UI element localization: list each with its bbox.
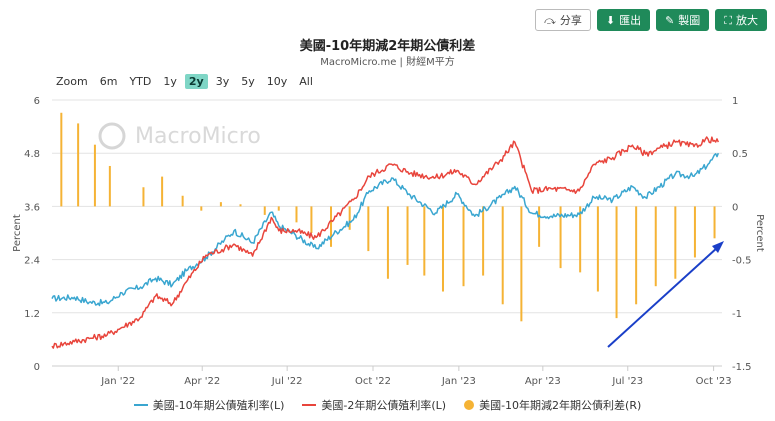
range-6m[interactable]: 6m (99, 75, 118, 88)
series-10y-yield-line (51, 152, 720, 307)
left-tick-label: 4.8 (24, 149, 40, 160)
spread-bar (93, 144, 96, 207)
spread-bar (330, 206, 333, 247)
spread-bar (77, 123, 80, 207)
spread-bar (60, 112, 63, 207)
spread-bar (520, 206, 523, 322)
download-icon: ⬇ (605, 13, 616, 27)
legend-item[interactable]: 美國-10年期公債殖利率(L) (133, 397, 285, 413)
x-tick-label: Apr '22 (184, 376, 220, 387)
spread-bar (161, 176, 164, 207)
range-all[interactable]: All (299, 75, 313, 88)
legend-swatch (133, 404, 148, 406)
left-tick-label: 0 (34, 362, 40, 373)
x-tick-label: Jul '22 (271, 376, 303, 387)
spread-bar (559, 206, 562, 269)
x-tick-label: Jul '23 (611, 376, 643, 387)
spread-bar (239, 204, 242, 207)
draw-chart-button[interactable]: ✎ 製圖 (656, 9, 710, 31)
spread-bar (367, 206, 370, 252)
right-tick-label: -0.5 (732, 256, 752, 267)
spread-bar (423, 206, 426, 276)
expand-icon: ⛶ (724, 13, 732, 27)
right-tick-label: 1 (732, 96, 738, 107)
spread-bar (482, 206, 485, 276)
x-tick-label: Jan '22 (100, 376, 135, 387)
legend-item[interactable]: 美國-10年期減2年期公債利差(R) (464, 397, 641, 413)
pencil-icon: ✎ (665, 13, 675, 27)
spread-bar (386, 206, 389, 279)
spread-bar (713, 206, 716, 239)
share-button[interactable]: ⤼ 分享 (535, 9, 591, 31)
spread-bar (277, 206, 280, 211)
spread-bar (579, 206, 582, 273)
chart-toolbar: ⤼ 分享 ⬇ 匯出 ✎ 製圖 ⛶ 放大 (535, 9, 767, 31)
spread-bar (693, 206, 696, 258)
legend-item[interactable]: 美國-2年期公債殖利率(L) (302, 397, 446, 413)
left-tick-label: 3.6 (24, 202, 40, 213)
spread-bar (501, 206, 504, 305)
share-icon: ⤼ (544, 13, 556, 27)
left-tick-label: 2.4 (24, 256, 40, 267)
spread-bar (441, 206, 444, 292)
left-axis-title: Percent (12, 214, 23, 252)
legend-swatch (302, 404, 317, 406)
x-tick-label: Jan '23 (441, 376, 476, 387)
watermark: MacroMicro (135, 124, 261, 149)
x-tick-label: Apr '23 (525, 376, 561, 387)
annotation-arrow (607, 246, 719, 348)
draw-chart-label: 製圖 (678, 14, 701, 27)
range-3y[interactable]: 3y (215, 75, 230, 88)
export-label: 匯出 (619, 14, 642, 27)
right-tick-label: 0 (732, 202, 738, 213)
spread-bar (538, 206, 541, 247)
spread-bar (674, 206, 677, 279)
legend-label: 美國-10年期減2年期公債利差(R) (479, 399, 642, 412)
chart-legend: 美國-10年期公債殖利率(L) 美國-2年期公債殖利率(L) 美國-10年期減2年期… (0, 397, 775, 413)
range-1y[interactable]: 1y (163, 75, 177, 88)
annotation-arrowhead-icon (712, 241, 724, 253)
spread-bar (219, 202, 222, 207)
spread-bar (263, 206, 266, 215)
series-2y-yield-line (51, 136, 719, 349)
right-tick-label: -1 (732, 309, 742, 320)
range-5y[interactable]: 5y (241, 75, 255, 88)
legend-swatch (464, 400, 475, 410)
range-selector: Zoom 6m YTD 1y 2y 3y 5y 10y All (52, 74, 317, 89)
fullscreen-label: 放大 (736, 14, 758, 27)
legend-label: 美國-10年期公債殖利率(L) (152, 399, 285, 412)
spread-bar (462, 206, 465, 287)
spread-bar (295, 206, 298, 223)
left-tick-label: 1.2 (24, 309, 40, 320)
x-tick-label: Oct '22 (355, 376, 391, 387)
spread-bar (635, 206, 638, 305)
range-2y[interactable]: 2y (184, 74, 208, 89)
x-tick-label: Oct '23 (696, 376, 732, 387)
chart-subtitle: MacroMicro.me | 財經M平方 (320, 57, 455, 68)
export-button[interactable]: ⬇ 匯出 (596, 9, 651, 31)
legend-label: 美國-2年期公債殖利率(L) (321, 399, 447, 412)
spread-bar (142, 187, 145, 207)
spread-bar (200, 206, 203, 211)
spread-bar (615, 206, 618, 319)
spread-bar (181, 195, 184, 207)
range-10y[interactable]: 10y (266, 75, 288, 88)
spread-bar (406, 206, 409, 265)
spread-bar (596, 206, 599, 292)
right-tick-label: 0.5 (732, 149, 748, 160)
right-axis-title: Percent (754, 214, 765, 252)
fullscreen-button[interactable]: ⛶ 放大 (715, 9, 767, 31)
spread-bar (654, 206, 657, 287)
spread-bar (108, 165, 111, 207)
share-label: 分享 (559, 14, 582, 27)
right-tick-label: -1.5 (732, 362, 752, 373)
watermark-logo-icon (98, 122, 126, 150)
left-tick-label: 6 (34, 96, 40, 107)
spread-bar (310, 206, 313, 233)
chart-title: 美國-10年期減2年期公債利差 (299, 39, 476, 54)
range-zoom: Zoom (56, 75, 88, 88)
spread-bar (348, 206, 351, 230)
range-ytd[interactable]: YTD (129, 75, 152, 88)
